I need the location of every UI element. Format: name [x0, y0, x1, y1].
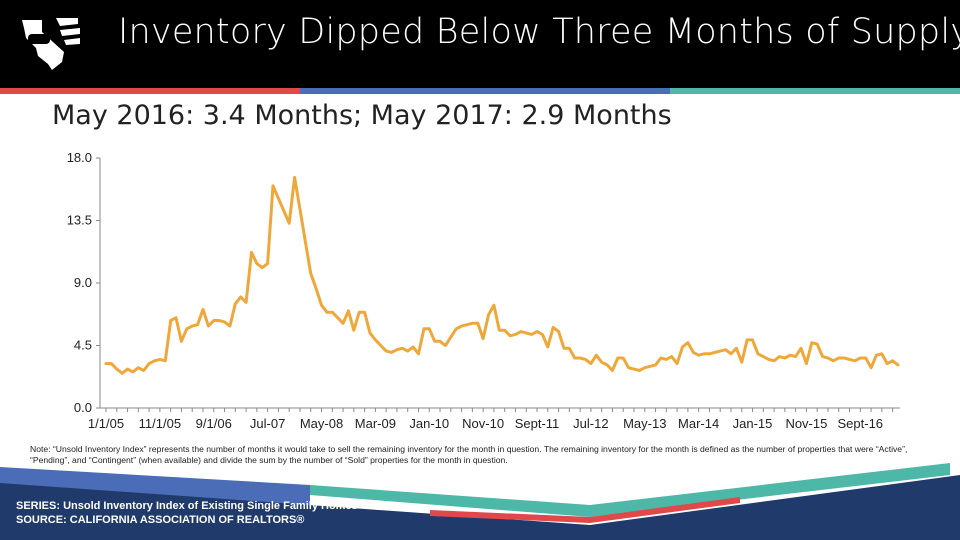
x-tick-label: May-13: [623, 416, 666, 431]
header-bar: [0, 0, 960, 88]
header-color-stripe: [0, 88, 960, 94]
x-tick-label: Jul-12: [573, 416, 608, 431]
footnote: Note: “Unsold Inventory Index” represent…: [30, 444, 908, 465]
x-tick-label: Mar-14: [678, 416, 719, 431]
chart-axes: [99, 158, 900, 409]
x-tick-label: May-08: [300, 416, 343, 431]
y-tick-label: 0.0: [74, 400, 92, 415]
slide-title: Inventory Dipped Below Three Months of S…: [118, 12, 960, 52]
x-tick-label: 1/1/05: [88, 416, 124, 431]
x-tick-label: Mar-09: [355, 416, 396, 431]
y-tick-label: 18.0: [67, 150, 92, 165]
footer-decoration: [0, 463, 960, 540]
x-tick-label: Sept-16: [838, 416, 884, 431]
series-line: [104, 175, 900, 375]
x-tick-label: 11/1/05: [139, 416, 181, 431]
california-bear-logo-icon: [22, 18, 80, 70]
x-tick-label: Jul-07: [250, 416, 285, 431]
x-tick-label: Jan-10: [409, 416, 449, 431]
y-tick-labels: 0.0 4.5 9.0 13.5 18.0: [67, 150, 100, 415]
y-tick-label: 9.0: [74, 275, 92, 290]
series-label: SERIES: Unsold Inventory Index of Existi…: [16, 500, 358, 512]
x-tick-label: Nov-10: [462, 416, 504, 431]
chart-series: [104, 175, 900, 375]
inventory-line-chart: 0.0 4.5 9.0 13.5 18.0 1/1/05 11/1/05 9/1/06 Jul…: [67, 150, 900, 431]
y-tick-label: 13.5: [67, 213, 92, 228]
x-tick-label: 9/1/06: [196, 416, 232, 431]
x-tick-label: Sept-11: [515, 416, 560, 431]
x-tick-label: Nov-15: [785, 416, 827, 431]
source-label: SOURCE: CALIFORNIA ASSOCIATION OF REALTO…: [16, 514, 305, 526]
x-tick-labels: 1/1/05 11/1/05 9/1/06 Jul-07 May-08 Mar-09 Jan…: [88, 408, 894, 431]
slide-subtitle: May 2016: 3.4 Months; May 2017: 2.9 Mont…: [52, 100, 672, 131]
x-tick-label: Jan-15: [733, 416, 773, 431]
y-tick-label: 4.5: [74, 338, 92, 353]
